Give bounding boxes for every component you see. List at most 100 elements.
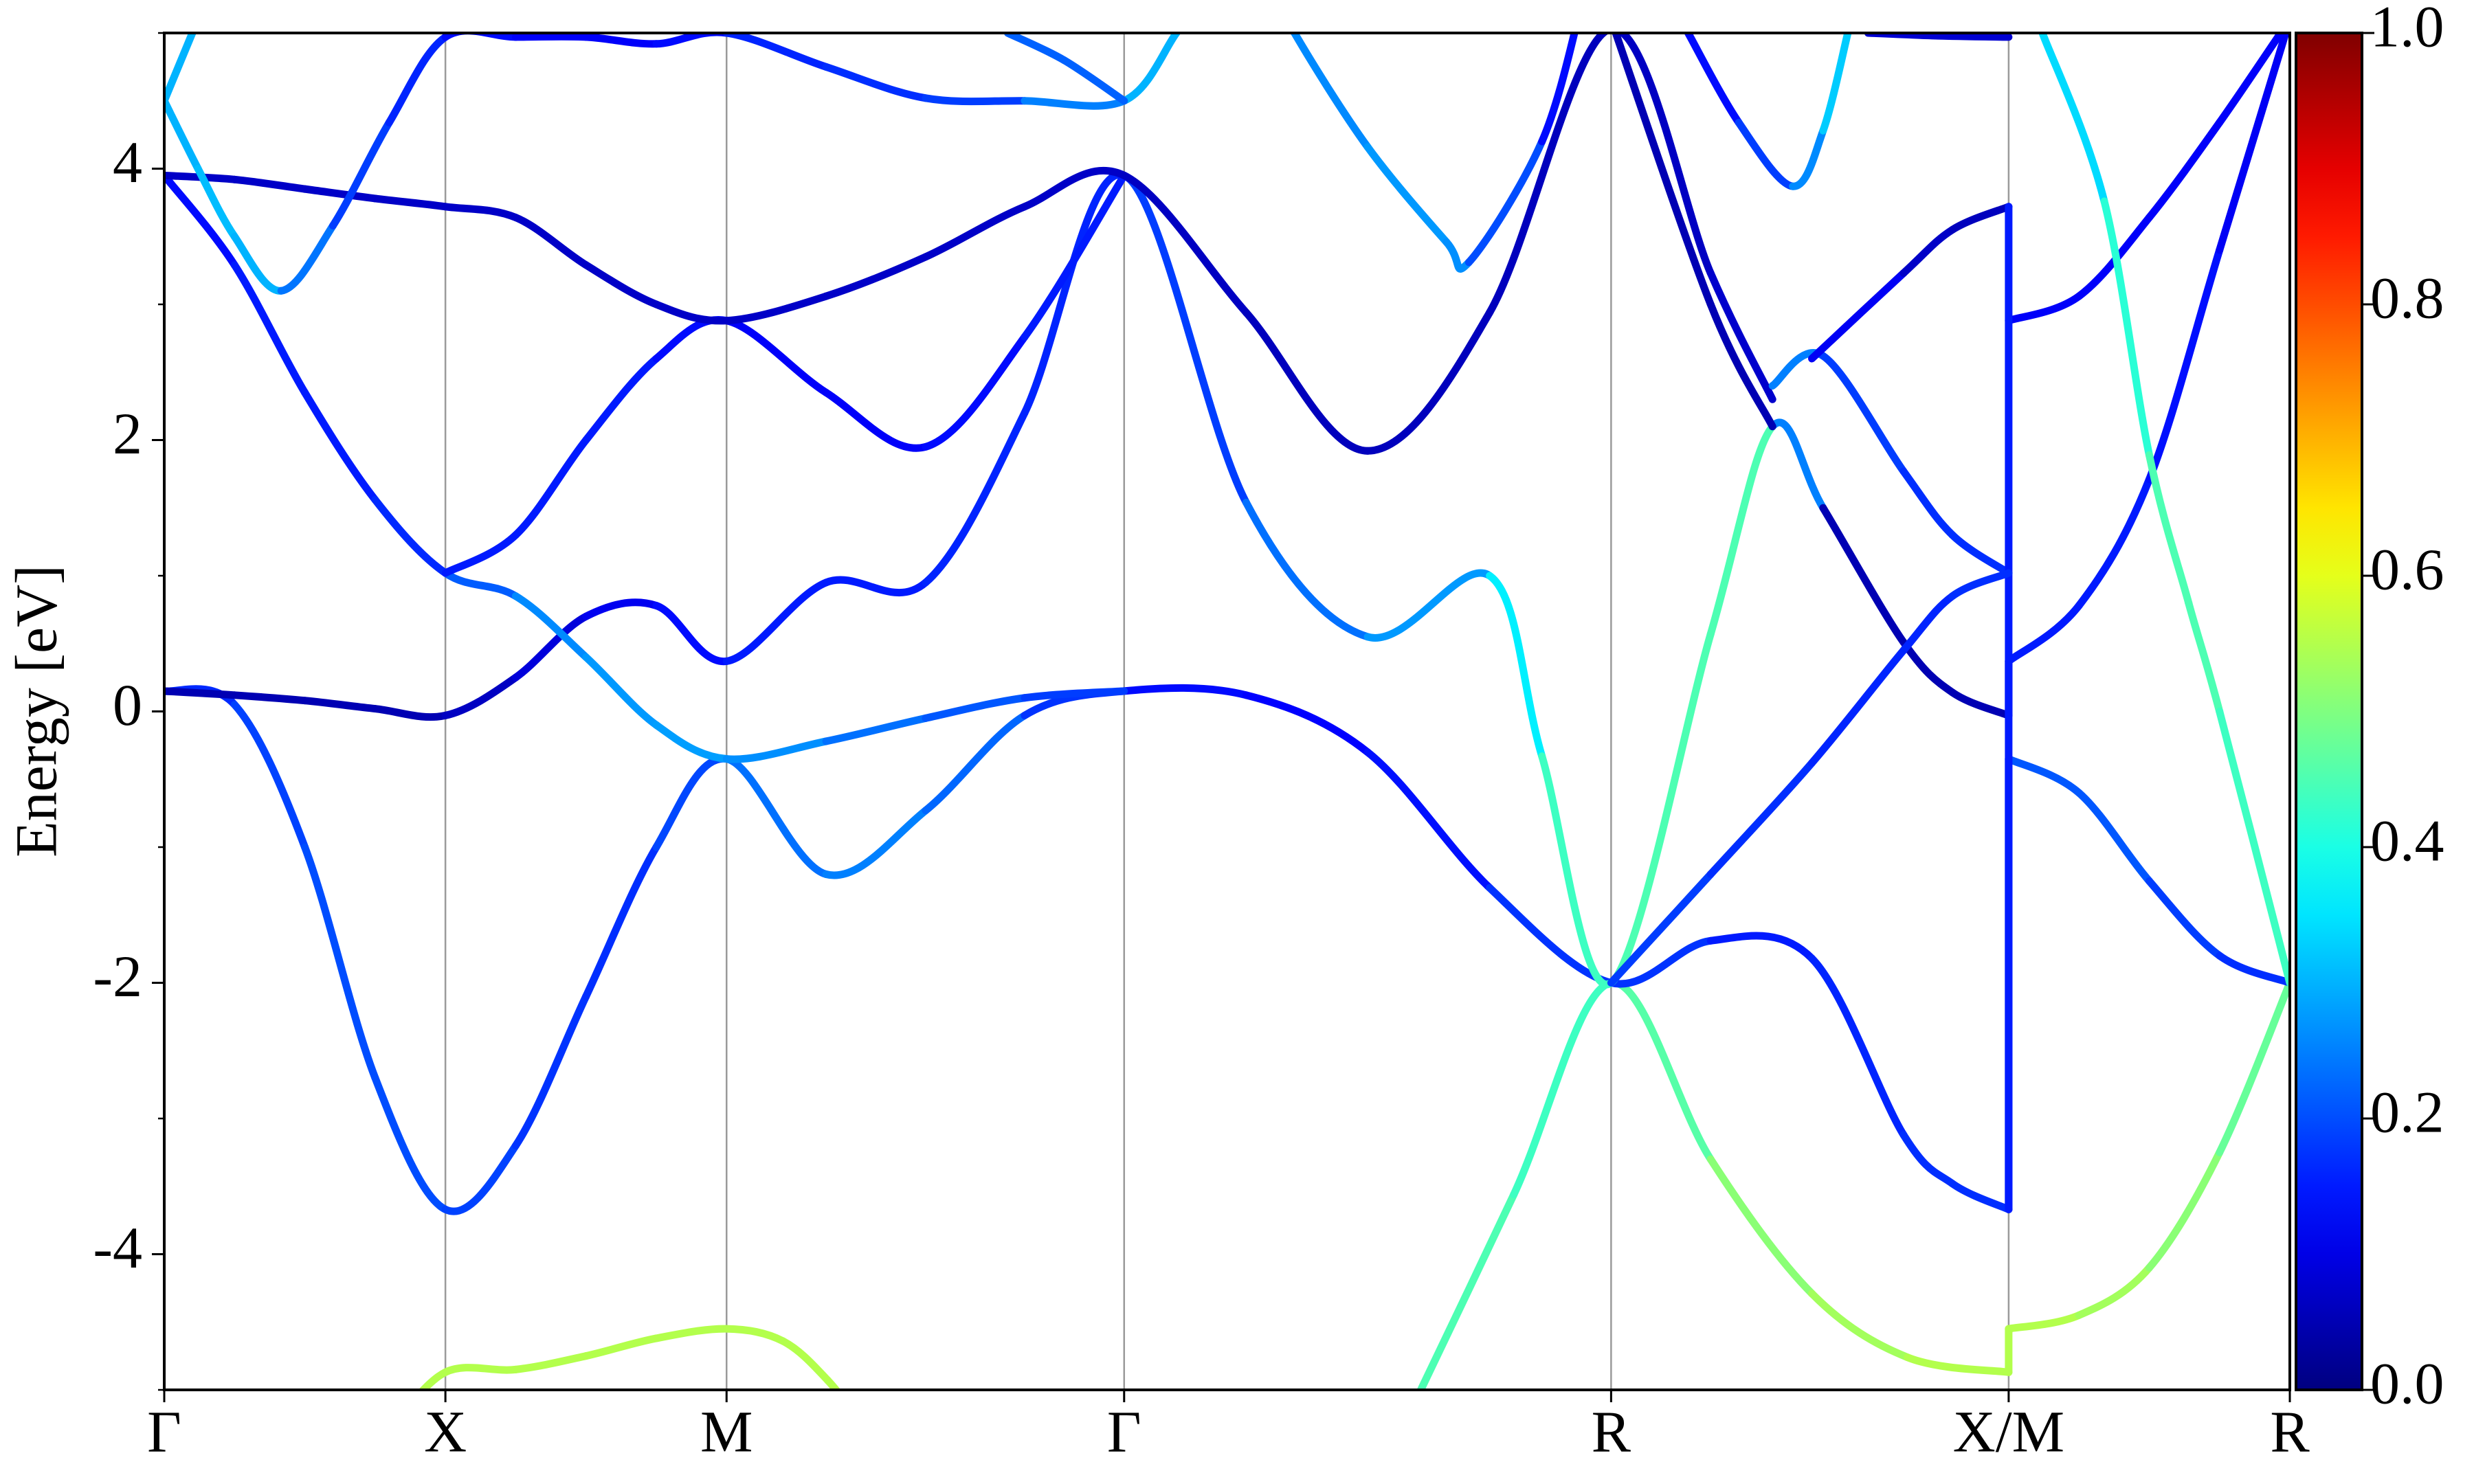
- band-segment: [1120, 171, 1250, 506]
- x-tick-label: M: [700, 1399, 753, 1465]
- band-segment: [1486, 33, 1612, 317]
- band-segment: [722, 578, 830, 665]
- band-segment: [301, 843, 379, 1082]
- band-segment: [652, 316, 731, 363]
- band-segment: [301, 185, 379, 203]
- band-segment: [230, 261, 309, 396]
- colorbar-tick-label: 0.8: [2370, 265, 2444, 331]
- band-segment: [722, 755, 830, 878]
- band-segment: [371, 1074, 449, 1213]
- band-segment: [822, 253, 930, 300]
- band-segment: [2216, 979, 2290, 1156]
- plot-frame: [163, 32, 2291, 1391]
- band-segment: [418, 1368, 449, 1390]
- band-segment: [922, 694, 1029, 722]
- band-segment: [1120, 684, 1250, 699]
- band-segment: [441, 1142, 520, 1215]
- colorbar-tick-label: 0.4: [2370, 808, 2444, 874]
- band-segment: [2216, 708, 2290, 987]
- band-segment: [1607, 630, 1715, 987]
- band-segment: [2005, 292, 2083, 325]
- band-segment: [652, 1325, 731, 1342]
- band-segment: [1242, 498, 1372, 641]
- band-segment: [1120, 33, 1181, 105]
- band-segment: [1538, 752, 1615, 989]
- colorbar-tick-label: 0.2: [2370, 1079, 2444, 1145]
- x-tick-label: R: [2270, 1399, 2310, 1465]
- band-segment: [824, 1376, 841, 1390]
- band-segment: [441, 1364, 520, 1376]
- band-segment: [2145, 246, 2224, 484]
- band-segment: [511, 436, 590, 539]
- band-segment: [188, 33, 197, 37]
- band-segment: [922, 94, 1029, 106]
- band-segment: [1904, 1353, 2013, 1376]
- band-segment: [922, 203, 1029, 261]
- band-segment: [164, 171, 238, 183]
- band-segment: [1021, 171, 1128, 341]
- band-segment: [511, 612, 590, 682]
- band-segment: [1948, 531, 2013, 577]
- band-segment: [2005, 601, 2083, 665]
- band-segment: [1948, 688, 2013, 719]
- band-segment: [582, 1334, 660, 1360]
- band-segment: [2216, 952, 2290, 987]
- band-segment: [511, 992, 590, 1149]
- band-segment: [1706, 269, 1776, 403]
- band-segment: [1735, 118, 1797, 190]
- band-segment: [652, 754, 731, 851]
- band-segment: [582, 653, 660, 729]
- band-segment: [1706, 300, 1776, 431]
- colorbar-tick-label: 0.6: [2370, 537, 2444, 603]
- band-segment: [582, 33, 660, 48]
- band-segment: [1291, 33, 1372, 151]
- band-segment: [1807, 1290, 1912, 1362]
- band-segment: [1612, 33, 1715, 308]
- band-segment: [1807, 954, 1908, 1139]
- band-segment: [1615, 33, 1715, 278]
- band-segment: [1510, 979, 1615, 1199]
- band-segment: [1819, 33, 1852, 135]
- band-segment: [301, 697, 379, 713]
- band-segment: [582, 261, 660, 308]
- band-segment: [1807, 269, 1908, 363]
- band-segment: [2038, 33, 2108, 205]
- band-segment: [922, 333, 1029, 451]
- band-segment: [652, 33, 731, 48]
- band-segment: [822, 714, 930, 745]
- band-segment: [1932, 33, 2013, 41]
- band-segment: [164, 97, 202, 172]
- band-segment: [1003, 33, 1068, 64]
- band-segment: [511, 214, 590, 269]
- band-segment: [511, 592, 590, 661]
- band-segment: [1706, 423, 1776, 638]
- band-segment: [1172, 33, 1181, 37]
- band-segment: [2100, 197, 2153, 459]
- band-segment: [441, 531, 520, 577]
- band-segment: [1899, 467, 1957, 539]
- band-segment: [1899, 638, 1957, 697]
- band-segment: [582, 598, 660, 620]
- band-segment: [822, 807, 930, 879]
- band-segment: [1807, 647, 1908, 767]
- band-segment: [2075, 1263, 2153, 1319]
- y-tick-label: 0: [113, 672, 142, 738]
- band-segment: [1021, 687, 1128, 702]
- colorbar-tick-label: 0.0: [2370, 1351, 2444, 1417]
- band-segment: [1789, 126, 1827, 190]
- band-segment: [722, 292, 830, 325]
- band-segment: [2075, 475, 2153, 609]
- bands: [164, 33, 2290, 1390]
- band-segment: [2005, 755, 2083, 797]
- band-segment: [1363, 143, 1451, 246]
- band-segment: [2216, 33, 2290, 254]
- band-segment: [1538, 33, 1579, 146]
- band-segment: [1021, 166, 1128, 211]
- band-segment: [779, 1337, 832, 1384]
- band-segment: [1242, 308, 1372, 455]
- band-segment: [2185, 599, 2224, 715]
- band-segment: [511, 1352, 590, 1373]
- band-segment: [441, 673, 520, 719]
- band-segment: [277, 221, 337, 295]
